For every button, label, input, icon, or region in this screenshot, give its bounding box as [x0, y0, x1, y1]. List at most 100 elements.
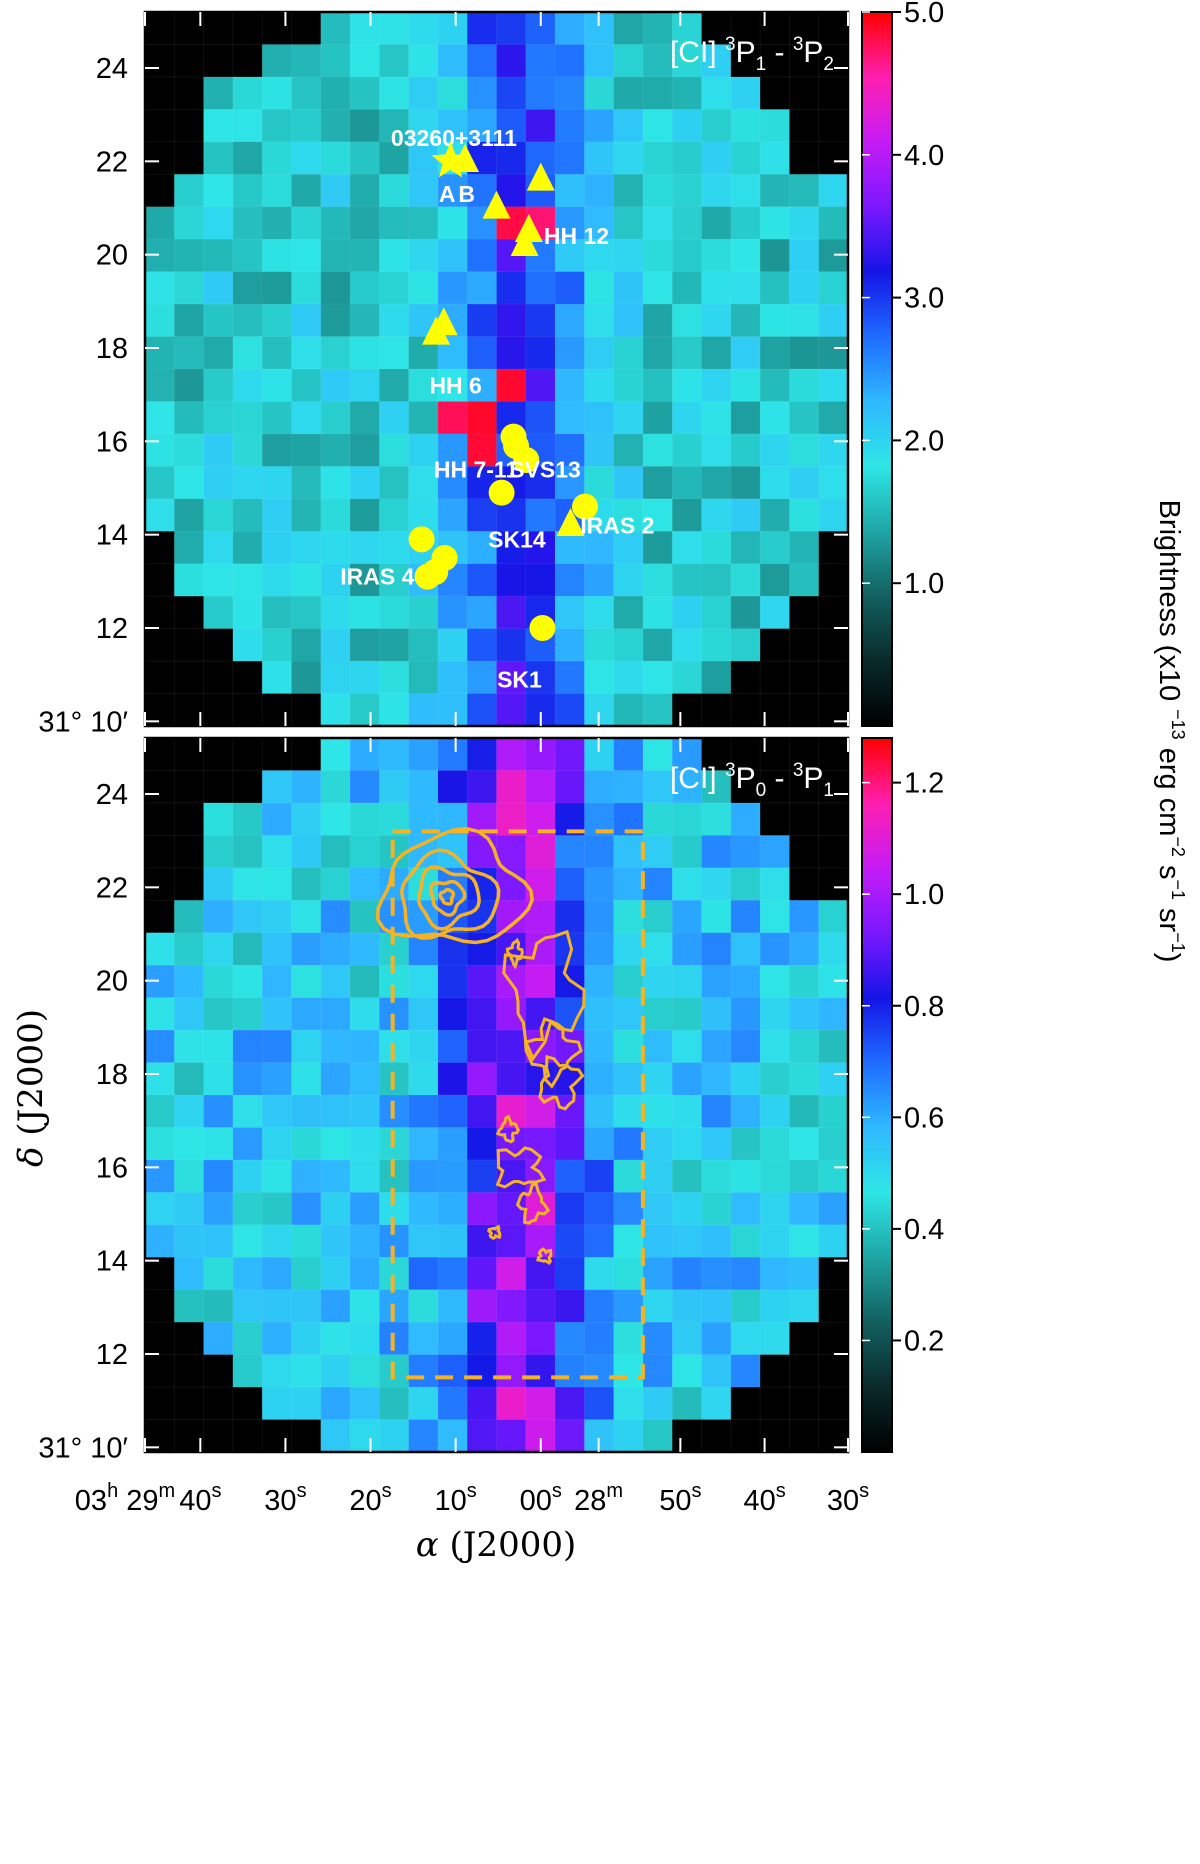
heatmap-cell — [291, 498, 322, 533]
heatmap-cell — [789, 563, 820, 598]
source-circle-marker — [529, 615, 556, 641]
source-triangle-marker — [482, 190, 511, 219]
heatmap-cell — [613, 1256, 644, 1291]
heatmap-cell — [642, 238, 674, 273]
heatmap-cell — [525, 108, 557, 143]
heatmap-cell — [671, 271, 703, 306]
heatmap-cell — [145, 465, 176, 500]
heatmap-cell — [496, 368, 527, 403]
heatmap-cell — [291, 932, 322, 967]
heatmap-cell — [789, 1127, 820, 1161]
heatmap-cell — [789, 1321, 820, 1356]
heatmap-cell — [613, 1354, 644, 1389]
heatmap-cell — [554, 530, 586, 565]
heatmap-cell — [642, 44, 674, 78]
heatmap-cell — [261, 997, 293, 1032]
heatmap-cell — [730, 867, 762, 902]
heatmap-cell — [349, 802, 381, 837]
heatmap-cell — [789, 628, 820, 663]
heatmap-cell — [701, 693, 732, 726]
heatmap-cell — [613, 834, 644, 869]
heatmap-cell — [818, 238, 848, 273]
heatmap-cell — [203, 595, 234, 630]
heatmap-cell — [525, 336, 557, 370]
heatmap-cell — [759, 899, 791, 934]
heatmap-cell — [145, 1094, 176, 1129]
heatmap-cell — [671, 867, 703, 902]
heatmap-cell — [349, 1256, 381, 1291]
heatmap-cell — [554, 1386, 586, 1421]
heatmap-cell — [203, 770, 234, 804]
heatmap-cell — [320, 303, 352, 338]
heatmap-cell — [145, 368, 176, 403]
heatmap-cell — [349, 628, 381, 663]
heatmap-cell — [203, 498, 234, 533]
heatmap-cell — [759, 1094, 791, 1129]
heatmap-cell — [671, 770, 703, 804]
heatmap-cell — [408, 1224, 439, 1259]
heatmap-cell — [203, 271, 234, 306]
heatmap-cell — [145, 834, 176, 869]
heatmap-cell — [173, 1321, 205, 1356]
heatmap-cell — [203, 802, 234, 837]
heatmap-cell — [261, 964, 293, 999]
heatmap-cell — [496, 336, 527, 370]
heatmap-cell — [320, 76, 352, 111]
heatmap-cell — [173, 964, 205, 999]
heatmap-cell — [583, 1256, 615, 1291]
heatmap-cell — [437, 770, 469, 804]
heatmap-cell — [701, 867, 732, 902]
heatmap-cell — [232, 303, 264, 338]
heatmap-cell — [261, 1127, 293, 1161]
heatmap-cell — [789, 1191, 820, 1226]
source-circle-marker — [414, 563, 441, 590]
heatmap-cell — [613, 44, 644, 78]
heatmap-cell — [320, 44, 352, 78]
contour-line — [502, 929, 586, 1062]
heatmap-cell — [496, 1419, 527, 1452]
heatmap-cell — [408, 173, 439, 208]
heatmap-cell — [203, 964, 234, 999]
heatmap-cell — [232, 770, 264, 804]
heatmap-cell — [320, 141, 352, 176]
heatmap-cell — [232, 738, 264, 772]
heatmap-cell — [408, 498, 439, 533]
heatmap-cell — [232, 401, 264, 435]
x-tick-label: 40s — [179, 1480, 221, 1517]
heatmap-cell — [759, 303, 791, 338]
heatmap-cell — [671, 693, 703, 726]
heatmap-cell — [349, 1191, 381, 1226]
heatmap-cell — [466, 271, 498, 306]
heatmap-cell — [145, 802, 176, 837]
heatmap-cell — [173, 628, 205, 663]
heatmap-cell — [261, 303, 293, 338]
heatmap-cell — [437, 595, 469, 630]
heatmap-cell — [671, 530, 703, 565]
heatmap-cell — [730, 834, 762, 869]
heatmap-cell — [730, 368, 762, 403]
heatmap-cell — [554, 867, 586, 902]
colorbar-tick-label: 4.0 — [904, 140, 944, 172]
heatmap-cell — [583, 932, 615, 967]
heatmap-cell — [525, 76, 557, 111]
heatmap-cell — [759, 433, 791, 468]
heatmap-cell — [554, 834, 586, 869]
heatmap-cell — [642, 738, 674, 772]
heatmap-cell — [261, 44, 293, 78]
heatmap-cell — [613, 1419, 644, 1452]
heatmap-cell — [203, 1224, 234, 1259]
heatmap-cell — [232, 1159, 264, 1194]
heatmap-cell — [291, 595, 322, 630]
heatmap-cell — [671, 1289, 703, 1324]
heatmap-cell — [525, 401, 557, 435]
heatmap-cell — [349, 770, 381, 804]
heatmap-cell — [408, 433, 439, 468]
heatmap-cell — [466, 834, 498, 869]
heatmap-cell — [320, 1354, 352, 1389]
heatmap-cell — [203, 108, 234, 143]
heatmap-cell — [145, 12, 176, 46]
heatmap-cell — [173, 498, 205, 533]
heatmap-cell — [818, 738, 848, 772]
heatmap-cell — [291, 303, 322, 338]
heatmap-cell — [378, 401, 410, 435]
